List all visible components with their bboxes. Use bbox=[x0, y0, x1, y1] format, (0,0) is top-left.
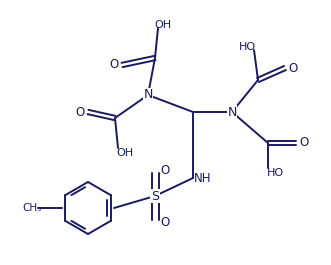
Text: CH₃: CH₃ bbox=[23, 203, 42, 213]
Text: NH: NH bbox=[194, 171, 212, 184]
Text: OH: OH bbox=[155, 20, 171, 30]
Text: N: N bbox=[143, 89, 153, 101]
Text: O: O bbox=[288, 61, 298, 74]
Text: HO: HO bbox=[266, 168, 284, 178]
Text: OH: OH bbox=[117, 148, 134, 158]
Text: O: O bbox=[109, 59, 118, 72]
Text: S: S bbox=[151, 189, 159, 202]
Text: O: O bbox=[299, 136, 308, 149]
Text: N: N bbox=[227, 105, 237, 118]
Text: HO: HO bbox=[238, 42, 256, 52]
Text: O: O bbox=[161, 164, 169, 176]
Text: O: O bbox=[161, 217, 169, 229]
Text: O: O bbox=[75, 105, 85, 118]
